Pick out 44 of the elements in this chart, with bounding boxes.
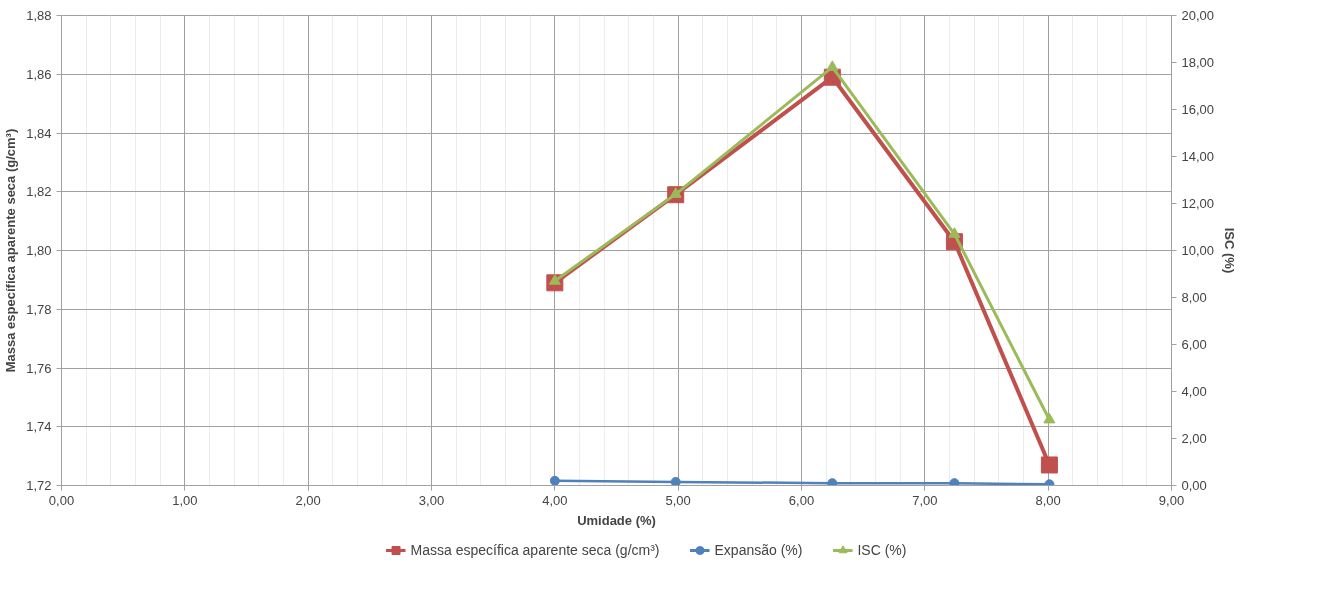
y-tick-label: 1,86 bbox=[26, 66, 52, 82]
y2-axis-title: ISC (%) bbox=[1222, 227, 1238, 274]
point bbox=[948, 227, 961, 238]
y2-tick-label: 2,00 bbox=[1181, 431, 1207, 446]
x-tick-label: 8,00 bbox=[1035, 492, 1061, 508]
point bbox=[670, 476, 681, 486]
y2-tick-label: 20,00 bbox=[1181, 8, 1215, 23]
legend-label: Expansão (%) bbox=[714, 542, 803, 558]
y2-tick-label: 18,00 bbox=[1181, 55, 1215, 70]
y-tick-label: 1,80 bbox=[26, 243, 52, 258]
point bbox=[549, 475, 560, 486]
x-tick-label: 0,00 bbox=[48, 492, 75, 508]
y2-tick-label: 10,00 bbox=[1181, 243, 1215, 258]
y-tick-label: 1,88 bbox=[26, 8, 52, 23]
y-axis-title: Massa específica aparente seca (g/cm³) bbox=[3, 128, 19, 373]
y-tick-label: 1,82 bbox=[26, 184, 52, 200]
point bbox=[826, 60, 839, 71]
x-tick-label: 9,00 bbox=[1158, 492, 1185, 508]
y2-tick-label: 14,00 bbox=[1181, 149, 1215, 164]
x-axis-title: Umidade (%) bbox=[577, 512, 656, 528]
y-tick-label: 1,76 bbox=[26, 360, 52, 376]
x-tick-label: 5,00 bbox=[665, 492, 691, 508]
x-tick-label: 4,00 bbox=[542, 492, 568, 508]
y2-tick-label: 4,00 bbox=[1181, 384, 1207, 399]
y2-tick-label: 6,00 bbox=[1181, 337, 1207, 352]
x-tick-label: 2,00 bbox=[295, 492, 321, 508]
x-tick-label: 6,00 bbox=[788, 492, 815, 508]
y2-tick-label: 8,00 bbox=[1181, 290, 1207, 305]
legend-label: ISC (%) bbox=[857, 542, 907, 558]
y2-tick-label: 12,00 bbox=[1181, 196, 1215, 211]
y-tick-label: 1,84 bbox=[26, 125, 52, 141]
y2-tick-label: 0,00 bbox=[1181, 478, 1207, 493]
y-tick-label: 1,72 bbox=[26, 478, 52, 493]
point bbox=[1040, 456, 1058, 474]
point bbox=[949, 478, 960, 486]
y-tick-label: 1,74 bbox=[26, 419, 52, 435]
point bbox=[1043, 412, 1056, 424]
y2-tick-label: 16,00 bbox=[1181, 102, 1215, 117]
x-tick-label: 1,00 bbox=[172, 492, 198, 508]
point bbox=[827, 478, 838, 486]
x-tick-label: 3,00 bbox=[418, 492, 445, 508]
y-tick-label: 1,78 bbox=[26, 301, 52, 317]
legend-label: Massa específica aparente seca (g/cm³) bbox=[410, 542, 660, 558]
x-tick-label: 7,00 bbox=[912, 492, 938, 508]
